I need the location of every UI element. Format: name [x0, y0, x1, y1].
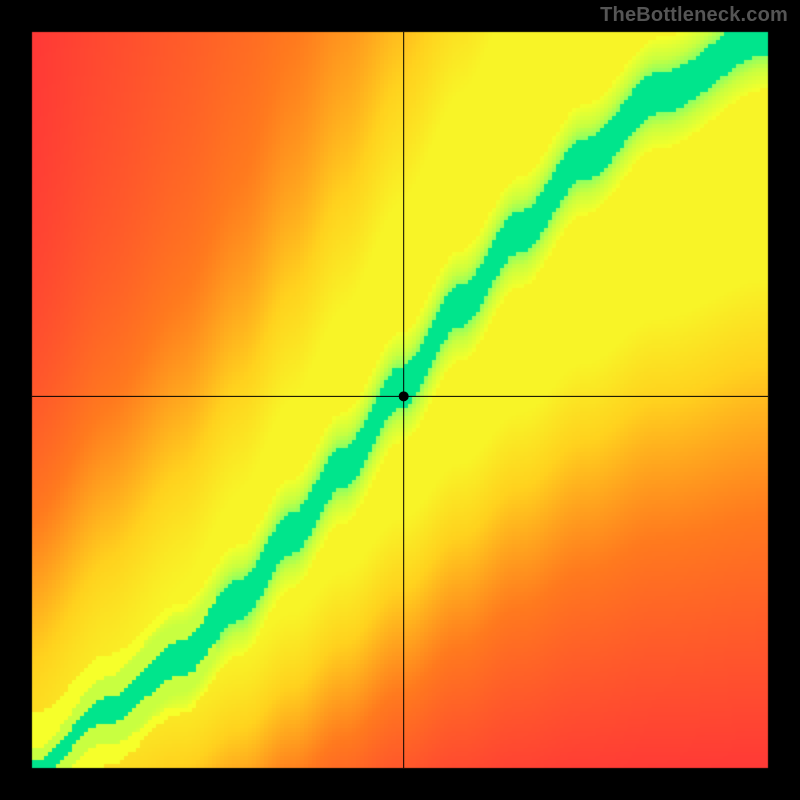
chart-frame: TheBottleneck.com	[0, 0, 800, 800]
bottleneck-heatmap-canvas	[0, 0, 800, 800]
watermark-text: TheBottleneck.com	[600, 4, 788, 27]
